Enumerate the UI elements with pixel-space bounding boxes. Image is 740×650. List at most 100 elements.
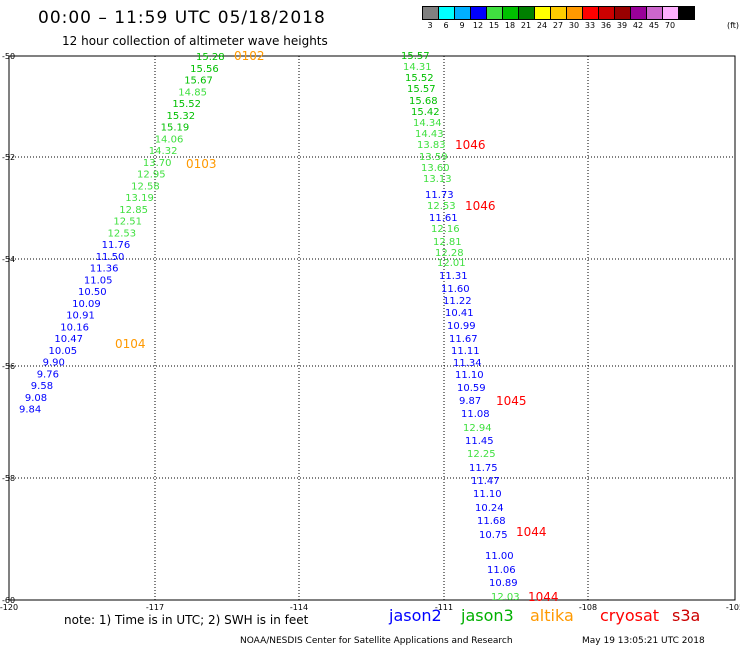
swh-value: 11.22: [443, 296, 472, 307]
swh-value: 11.10: [455, 370, 484, 381]
swh-value: 11.45: [465, 436, 494, 447]
lon-label: -120: [0, 603, 18, 612]
swh-value: 11.67: [449, 334, 478, 345]
swh-value: 13.19: [125, 193, 154, 204]
swh-value: 14.34: [413, 118, 442, 129]
lat-label: -50: [2, 52, 15, 61]
swh-value: 10.59: [457, 383, 486, 394]
scale-label: 21: [520, 21, 532, 30]
lat-label: -52: [2, 153, 15, 162]
pass-time: 1044: [516, 525, 547, 539]
swh-value: 12.53: [427, 201, 456, 212]
swh-value: 10.05: [49, 346, 78, 357]
swh-value: 15.68: [409, 96, 438, 107]
swh-value: 11.76: [102, 240, 131, 251]
scale-label: 36: [600, 21, 612, 30]
swh-value: 12.01: [437, 258, 466, 269]
lat-label: -54: [2, 255, 15, 264]
swh-value: 12.95: [137, 170, 166, 181]
swh-value: 12.58: [131, 181, 160, 192]
swh-value: 11.34: [453, 358, 482, 369]
swh-value: 15.52: [405, 73, 434, 84]
legend-jason3: jason3: [461, 606, 514, 625]
swh-value: 13.59: [419, 152, 448, 163]
map-subtitle: 12 hour collection of altimeter wave hei…: [62, 34, 328, 48]
lon-label: -111: [435, 603, 453, 612]
swh-value: 14.06: [155, 134, 184, 145]
lat-label: -58: [2, 474, 15, 483]
scale-unit: (ft): [727, 21, 740, 30]
swh-value: 9.76: [37, 369, 59, 380]
swh-value: 15.57: [407, 84, 436, 95]
swh-value: 10.50: [78, 287, 107, 298]
note-text: note: 1) Time is in UTC; 2) SWH is in fe…: [64, 613, 309, 627]
swh-value: 15.67: [184, 76, 213, 87]
scale-label: 27: [552, 21, 564, 30]
swh-value: 14.43: [415, 129, 444, 140]
scale-label: 39: [616, 21, 628, 30]
scale-label: 24: [536, 21, 548, 30]
lon-label: -108: [579, 603, 597, 612]
swh-value: 12.85: [119, 205, 148, 216]
swh-value: 11.60: [441, 284, 470, 295]
pass-time: 1046: [455, 138, 486, 152]
swh-value: 14.32: [149, 146, 178, 157]
swh-value: 9.90: [43, 358, 65, 369]
swh-value: 12.16: [431, 224, 460, 235]
swh-value: 9.08: [25, 393, 47, 404]
swh-value: 10.89: [489, 578, 518, 589]
legend-s3a: s3a: [672, 606, 701, 625]
scale-label: 9: [459, 21, 465, 30]
swh-value: 12.81: [433, 237, 462, 248]
legend-altika: altika: [530, 606, 574, 625]
swh-value: 13.13: [423, 174, 452, 185]
swh-value: 12.25: [467, 449, 496, 460]
pass-time: 1044: [528, 590, 559, 604]
swh-value: 10.99: [447, 321, 476, 332]
footer-credit: NOAA/NESDIS Center for Satellite Applica…: [240, 636, 513, 646]
swh-value: 11.36: [90, 264, 119, 275]
pass-time: 0102: [234, 49, 265, 63]
scale-label: 33: [584, 21, 596, 30]
scale-swatch: [678, 6, 695, 20]
scale-label: 70: [664, 21, 676, 30]
swh-value: 11.10: [473, 489, 502, 500]
swh-value: 9.84: [19, 405, 41, 416]
swh-value: 12.03: [491, 592, 520, 603]
swh-value: 15.56: [190, 64, 219, 75]
swh-value: 11.73: [425, 190, 454, 201]
swh-value: 13.83: [417, 140, 446, 151]
swh-value: 11.06: [487, 565, 516, 576]
scale-label: 6: [443, 21, 449, 30]
swh-value: 10.16: [60, 322, 89, 333]
swh-value: 12.51: [113, 217, 142, 228]
scale-label: 42: [632, 21, 644, 30]
swh-value: 11.75: [469, 463, 498, 474]
swh-value: 11.50: [96, 252, 125, 263]
swh-value: 12.53: [108, 228, 137, 239]
pass-time: 0104: [115, 337, 146, 351]
swh-value: 11.05: [84, 275, 113, 286]
map-frame: [8, 55, 736, 601]
swh-value: 11.11: [451, 346, 480, 357]
swh-value: 9.87: [459, 396, 481, 407]
lon-label: -117: [146, 603, 164, 612]
swh-value: 15.19: [161, 123, 190, 134]
swh-value: 11.08: [461, 409, 490, 420]
scale-label: 15: [488, 21, 500, 30]
swh-value: 10.41: [445, 308, 474, 319]
swh-value: 11.68: [477, 516, 506, 527]
swh-value: 13.70: [143, 158, 172, 169]
legend-cryosat: cryosat: [600, 606, 660, 625]
scale-label: 45: [648, 21, 660, 30]
swh-value: 10.47: [54, 334, 83, 345]
swh-value: 9.58: [31, 381, 53, 392]
swh-value: 11.00: [485, 551, 514, 562]
swh-value: 12.94: [463, 423, 492, 434]
swh-value: 15.57: [401, 51, 430, 62]
scale-label: 12: [472, 21, 484, 30]
swh-value: 15.28: [196, 52, 225, 63]
lat-label: -60: [2, 596, 15, 605]
swh-value: 10.75: [479, 530, 508, 541]
